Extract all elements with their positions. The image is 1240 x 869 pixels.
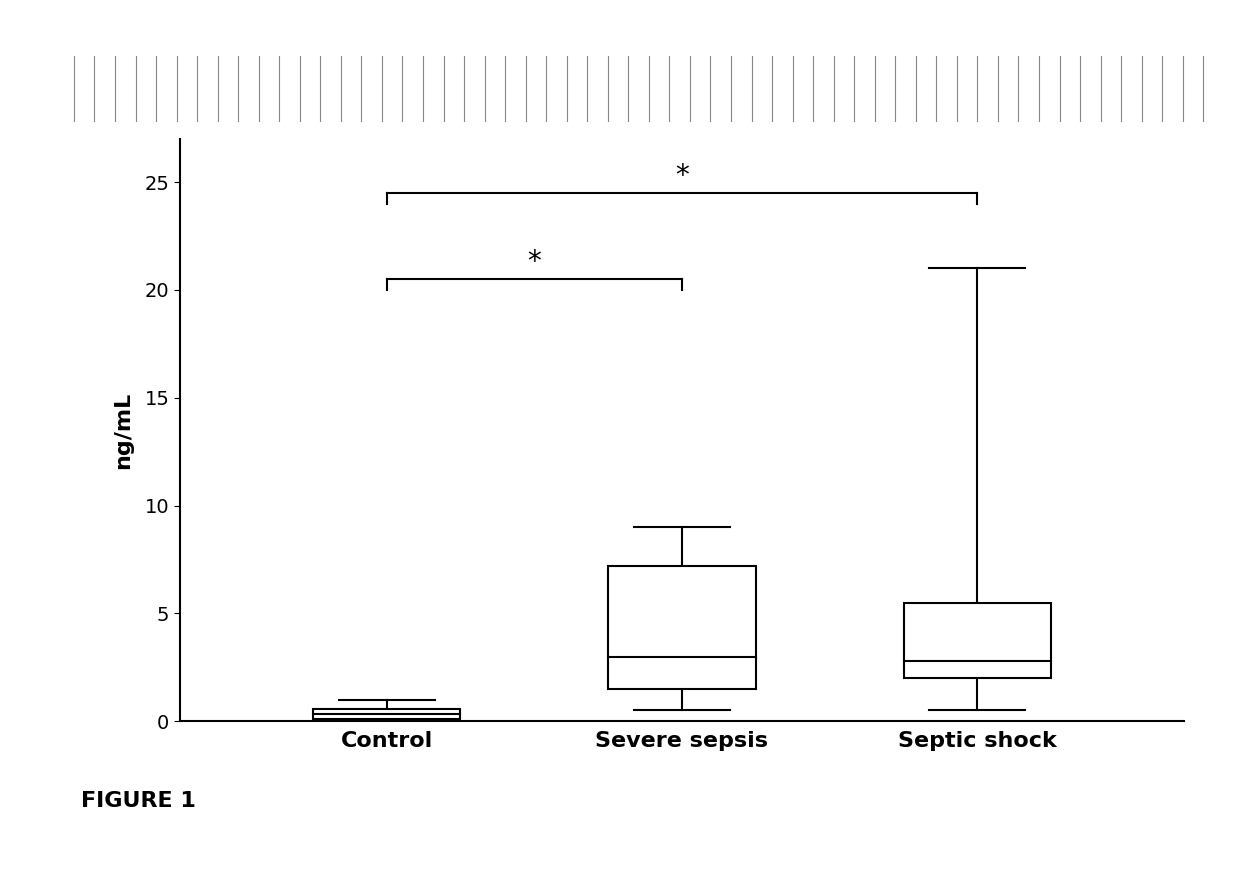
Text: *: *: [675, 162, 689, 189]
Text: *: *: [527, 248, 541, 276]
Text: FIGURE 1: FIGURE 1: [81, 791, 196, 811]
Y-axis label: ng/mL: ng/mL: [113, 392, 134, 468]
Bar: [904, 603, 1052, 678]
Bar: [312, 709, 460, 720]
Bar: [608, 566, 756, 689]
